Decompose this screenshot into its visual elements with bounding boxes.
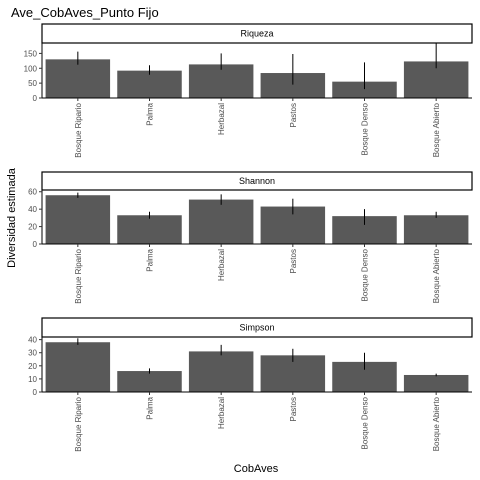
facet-strip-label: Riqueza: [240, 29, 273, 39]
bar: [332, 81, 397, 98]
facet-strip: [41, 317, 473, 338]
chart-title: Ave_CobAves_Punto Fijo: [11, 5, 159, 20]
x-tick-label: Pastos: [289, 249, 298, 273]
y-tick-label: 30: [28, 349, 37, 358]
facet-panel-riqueza: Riqueza 0 50 100 150 Bosque Ripario Palma Herba…: [24, 23, 473, 158]
bar: [188, 64, 254, 98]
x-tick-label: Palma: [146, 396, 155, 419]
x-tick-label: Pastos: [289, 103, 298, 127]
x-tick-label: Herbazal: [217, 397, 226, 429]
x-tick-label: Palma: [146, 248, 155, 271]
facet-panel-simpson: Simpson 0 10 20 30 40 Bosque Ripario Palma Herba…: [28, 317, 473, 452]
bar: [188, 351, 254, 392]
y-tick-label: 0: [33, 94, 38, 103]
x-tick-label: Herbazal: [217, 249, 226, 281]
y-tick-label: 60: [28, 188, 37, 197]
y-tick-label: 40: [28, 205, 37, 214]
bar: [117, 371, 182, 392]
y-tick-label: 0: [33, 388, 38, 397]
facet-strip-label: Shannon: [239, 176, 275, 186]
x-tick-label: Bosque Ripario: [74, 248, 83, 303]
x-tick-label: Palma: [146, 102, 155, 125]
bar: [45, 195, 111, 244]
x-tick-label: Bosque Denso: [361, 248, 370, 301]
y-tick-label: 20: [28, 223, 37, 232]
x-tick-label: Bosque Ripario: [74, 396, 83, 451]
x-tick-label: Bosque Abierto: [432, 396, 441, 451]
x-tick-label: Pastos: [289, 397, 298, 421]
facet-panel-shannon: Shannon 0 20 40 60 Bosque Ripario Palma Herbaza…: [28, 171, 473, 304]
bar: [45, 59, 111, 98]
bar: [403, 215, 469, 244]
x-tick-label: Bosque Abierto: [432, 102, 441, 157]
x-tick-label: Bosque Denso: [361, 396, 370, 449]
x-axis-title: CobAves: [234, 463, 279, 475]
y-tick-label: 20: [28, 362, 37, 371]
bar: [188, 199, 254, 244]
facet-strip: [41, 171, 473, 191]
facet-strip-label: Simpson: [239, 323, 274, 333]
y-tick-label: 0: [33, 240, 38, 249]
y-axis-title: Diversidad estimada: [6, 167, 18, 268]
x-tick-label: Bosque Abierto: [432, 248, 441, 303]
y-tick-label: 10: [28, 375, 37, 384]
y-tick-label: 100: [24, 64, 38, 73]
y-tick-label: 150: [24, 49, 38, 58]
x-tick-label: Herbazal: [217, 103, 226, 135]
bar: [117, 70, 182, 98]
y-tick-label: 40: [28, 336, 37, 345]
bar: [45, 342, 111, 392]
facet-strip: [41, 23, 473, 44]
bar: [117, 215, 182, 244]
x-tick-label: Bosque Ripario: [74, 102, 83, 157]
x-tick-label: Bosque Denso: [361, 102, 370, 155]
bar: [403, 374, 469, 392]
y-tick-label: 50: [28, 79, 37, 88]
